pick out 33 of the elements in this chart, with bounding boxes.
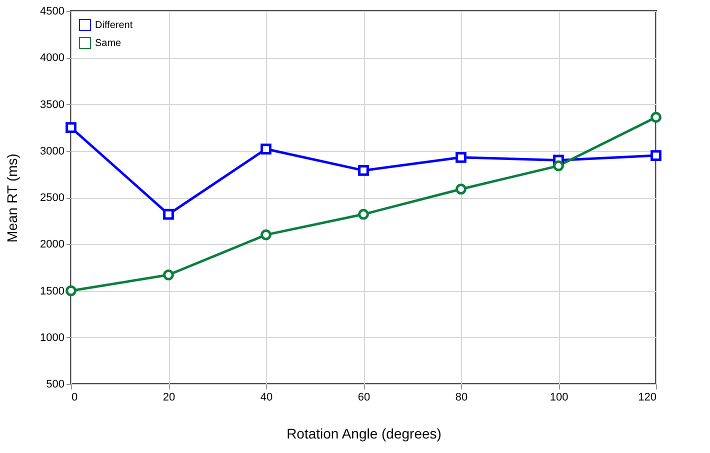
y-tick-label: 4000 [40, 52, 64, 64]
point [163, 208, 174, 220]
y-axis-title: Mean RT (ms) [4, 154, 20, 242]
point [260, 144, 272, 154]
point [456, 152, 466, 163]
y-tick-label: 4500 [40, 6, 64, 18]
point [163, 269, 174, 280]
x-tick-label: 40 [260, 392, 273, 404]
y-tick-label: 2500 [40, 192, 64, 204]
legend-label: Same [95, 38, 122, 49]
point [358, 165, 369, 176]
point [650, 150, 662, 161]
x-tick-label: 20 [162, 392, 176, 404]
point [66, 122, 76, 133]
point [650, 112, 662, 123]
x-axis-title: Rotation Angle (degrees) [286, 426, 442, 442]
x-tick-label: 100 [550, 392, 568, 404]
point [260, 229, 272, 240]
point [456, 184, 466, 195]
point [66, 285, 76, 296]
y-tick-label: 2000 [40, 238, 64, 251]
x-tick-label: 0 [72, 392, 78, 404]
y-tick-label: 3500 [40, 98, 64, 111]
y-tick-label: 500 [46, 378, 64, 390]
point [358, 208, 369, 220]
y-tick-label: 1000 [40, 332, 64, 344]
y-tick-label: 3000 [40, 145, 64, 158]
x-tick-label: 60 [358, 392, 370, 404]
x-tick-label: 120 [638, 392, 656, 404]
point [553, 160, 564, 172]
legend-label: Different [95, 20, 133, 31]
y-tick-label: 1500 [40, 285, 64, 298]
x-tick-label: 80 [455, 392, 468, 404]
